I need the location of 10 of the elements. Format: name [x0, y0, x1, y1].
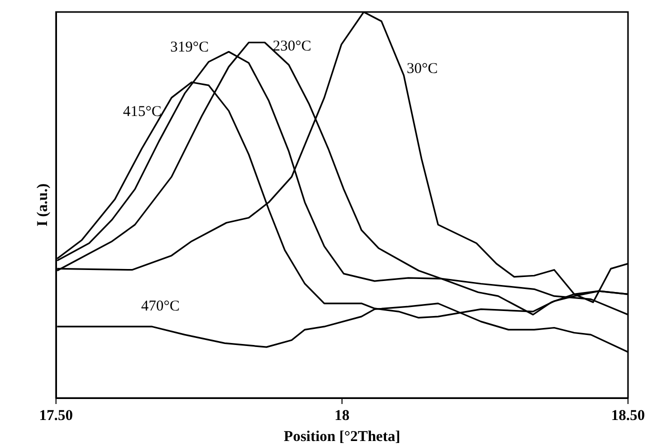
x-tick-label: 18	[334, 408, 350, 424]
series-label: 470°C	[141, 298, 180, 314]
series-label: 415°C	[123, 104, 162, 120]
series-label: 30°C	[406, 60, 438, 77]
y-axis-title: I (a.u.)	[34, 184, 51, 226]
x-tick-label: 18.50	[611, 408, 645, 424]
series-label: 230°C	[272, 38, 312, 54]
x-axis-title: Position [°2Theta]	[284, 428, 400, 445]
series-label: 319°C	[170, 40, 209, 56]
x-tick-label: 17.50	[39, 408, 73, 424]
